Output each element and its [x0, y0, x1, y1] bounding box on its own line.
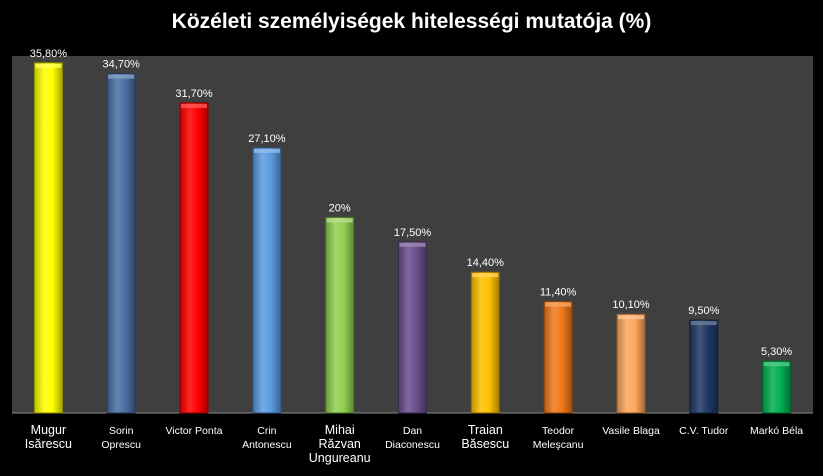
category-labels-group: Mugur Isărescu Sorin Oprescu Victor Ponta Cri…: [25, 423, 804, 465]
bar-8: [543, 301, 573, 414]
data-label-3: 31,70%: [175, 88, 213, 100]
bar-10: [689, 319, 719, 414]
category-label-8: Teodor Meleşcanu: [533, 425, 584, 451]
category-label-3: Victor Ponta: [165, 425, 222, 437]
data-label-9: 10,10%: [612, 299, 650, 311]
category-label-4: Crin Antonescu: [242, 425, 292, 451]
category-label-2: Sorin Oprescu: [101, 425, 141, 451]
category-label-6: Dan Diaconescu: [385, 425, 440, 451]
data-label-6: 17,50%: [394, 227, 432, 239]
bar-cap-1: [35, 63, 62, 68]
bar-cap-2: [108, 74, 135, 79]
data-label-8: 11,40%: [540, 287, 577, 299]
category-label-5: Mihai Răzvan Ungureanu: [309, 423, 371, 465]
bar-cap-8: [545, 302, 572, 307]
bar-cap-11: [763, 362, 790, 367]
data-label-11: 5,30%: [761, 346, 792, 358]
bar-cap-6: [399, 242, 426, 247]
bar-3: [179, 102, 209, 414]
data-label-5: 20%: [329, 202, 351, 214]
bar-2: [106, 73, 136, 414]
category-label-11: Markó Béla: [750, 425, 803, 437]
bar-cap-4: [253, 148, 280, 153]
bar-5: [325, 216, 355, 414]
data-label-7: 14,40%: [467, 257, 505, 269]
bar-cap-7: [472, 273, 499, 278]
data-label-2: 34,70%: [103, 59, 141, 71]
data-label-4: 27,10%: [248, 133, 286, 145]
bar-1: [33, 62, 63, 414]
bar-11: [762, 360, 792, 414]
chart-title: Közéleti személyiségek hitelességi mutat…: [171, 10, 652, 33]
bar-cap-5: [326, 218, 353, 223]
bars-group: [33, 62, 792, 414]
bar-4: [252, 147, 282, 414]
bar-7: [470, 271, 500, 414]
bar-cap-10: [690, 321, 717, 326]
data-label-1: 35,80%: [30, 48, 68, 60]
data-label-10: 9,50%: [688, 305, 719, 317]
bar-9: [616, 313, 646, 414]
bar-cap-9: [618, 315, 644, 320]
bar-6: [398, 241, 427, 414]
category-label-7: Traian Băsescu: [461, 423, 509, 451]
category-label-9: Vasile Blaga: [602, 425, 660, 437]
category-label-1: Mugur Isărescu: [25, 423, 72, 451]
bar-cap-3: [181, 103, 207, 108]
category-label-10: C.V. Tudor: [679, 425, 729, 437]
data-labels-group: 35,80% 34,70% 31,70% 27,10% 20% 17,50% 14,40% 1…: [30, 48, 793, 358]
